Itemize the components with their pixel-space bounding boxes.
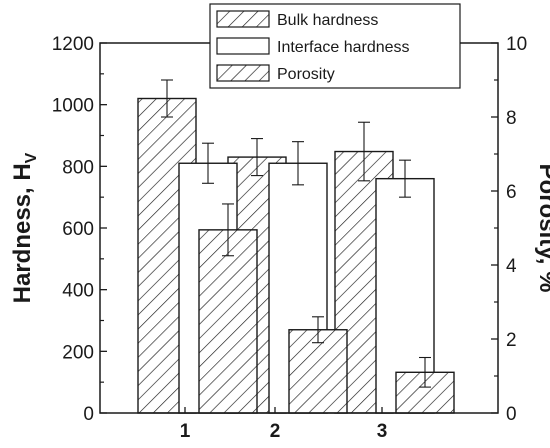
legend-label-porosity: Porosity [277, 66, 335, 83]
left-axis-ticks: 0 200 400 600 800 1000 1200 [52, 34, 107, 425]
legend-swatch-interface-hardness [216, 37, 270, 55]
right-tick-label: 6 [506, 182, 517, 203]
left-tick-label: 800 [62, 157, 94, 178]
right-tick-label: 4 [506, 256, 517, 277]
error-bars-group [161, 79, 431, 388]
category-labels: 1 2 3 [180, 407, 388, 442]
legend-swatch-bulk-hardness [216, 10, 270, 28]
category-label: 1 [180, 421, 191, 442]
left-tick-label: 400 [62, 281, 94, 302]
left-tick-label: 1200 [52, 34, 94, 55]
y2-axis-title: Porosity, % [534, 164, 550, 293]
left-tick-label: 1000 [52, 96, 94, 117]
bar-porosity [198, 229, 258, 414]
left-tick-label: 200 [62, 342, 94, 363]
legend-swatch-porosity [216, 64, 270, 82]
legend-label-interface-hardness: Interface hardness [277, 39, 410, 56]
right-tick-label: 8 [506, 108, 517, 129]
legend-label-bulk-hardness: Bulk hardness [277, 12, 378, 29]
left-tick-label: 600 [62, 219, 94, 240]
legend: Bulk hardness Interface hardness Porosit… [209, 3, 461, 89]
y-axis-title: Hardness, HV [9, 152, 40, 303]
left-tick-label: 0 [83, 404, 94, 425]
category-label: 2 [270, 421, 281, 442]
right-tick-label: 10 [506, 34, 527, 55]
category-label: 3 [377, 421, 388, 442]
right-tick-label: 2 [506, 330, 517, 351]
right-axis-ticks: 0 2 4 6 8 10 [491, 34, 527, 425]
bars-group [137, 97, 455, 414]
right-tick-label: 0 [506, 404, 517, 425]
